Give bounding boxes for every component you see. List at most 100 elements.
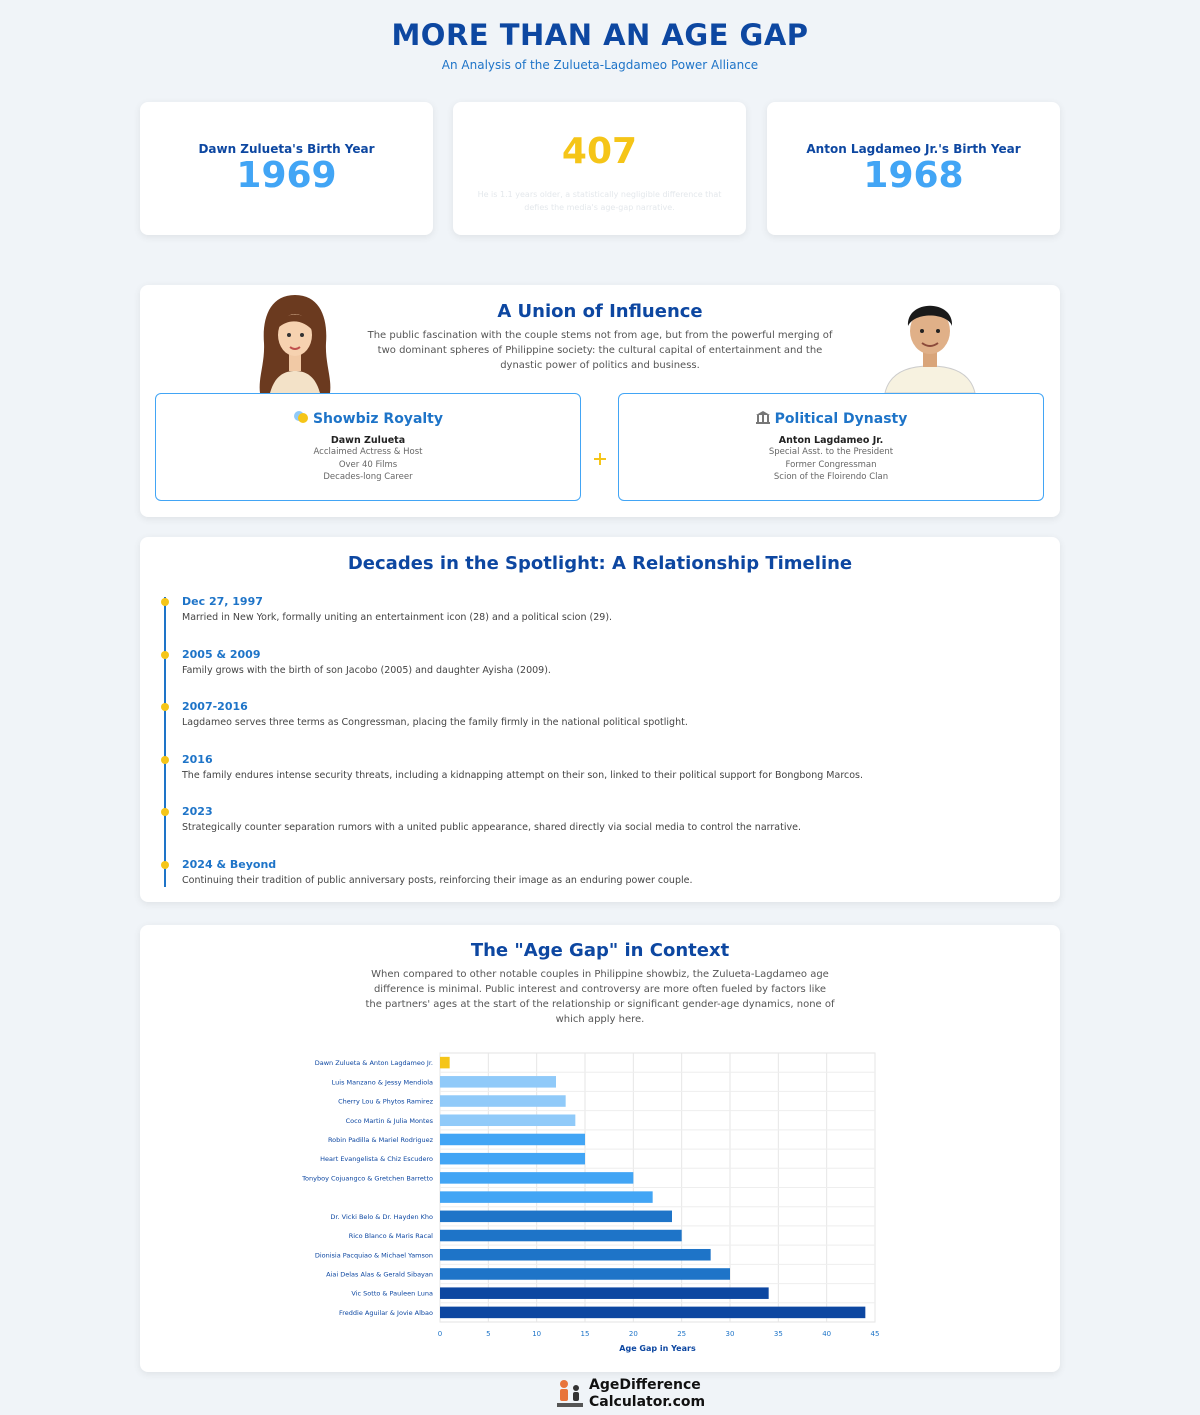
- event-text: The family endures intense security thre…: [182, 769, 864, 781]
- plus-sign: [594, 453, 606, 465]
- y-tick-label: Vic Sotto & Pauleen Luna: [351, 1290, 433, 1298]
- event-date: 2024 & Beyond: [182, 858, 277, 871]
- stat-label: Dawn Zulueta's Birth Year: [198, 142, 375, 156]
- role-card: Showbiz Royalty Dawn Zulueta Acclaimed A…: [155, 393, 581, 501]
- y-tick-label: Luis Manzano & Jessy Mendiola: [332, 1078, 433, 1086]
- y-tick-label: Robin Padilla & Mariel Rodriguez: [328, 1136, 434, 1144]
- logo-text: AgeDifference Calculator.com: [589, 1377, 705, 1411]
- x-tick-label: 10: [532, 1330, 541, 1338]
- bar: [440, 1133, 585, 1146]
- event-body: 2007-2016 Lagdameo serves three terms as …: [182, 700, 688, 728]
- event-text: Lagdameo serves three terms as Congressm…: [182, 717, 688, 729]
- union-header: A Union of Influence The public fascinat…: [360, 301, 840, 373]
- timeline-dot: [161, 650, 169, 659]
- context-header: The "Age Gap" in Context When compared t…: [365, 940, 835, 1027]
- timeline-dot: [161, 703, 169, 712]
- y-tick-label: Aiai Delas Alas & Gerald Sibayan: [326, 1270, 433, 1278]
- icon-building: [755, 411, 770, 424]
- event-body: 2024 & Beyond Continuing their tradition …: [182, 858, 692, 886]
- event-date: 2023: [182, 805, 213, 819]
- section-text: The public fascination with the couple s…: [367, 330, 833, 371]
- bar: [440, 1172, 634, 1184]
- timeline-dot: [161, 755, 169, 764]
- bar: [440, 1095, 566, 1107]
- event-body: 2023 Strategically counter separation rum…: [182, 805, 801, 833]
- role-card: Political Dynasty Anton Lagdameo Jr. Spe…: [618, 393, 1044, 501]
- x-tick-label: 20: [629, 1330, 638, 1338]
- role-line: Former Congressman: [785, 459, 877, 470]
- section-text: When compared to other notable couples i…: [365, 969, 835, 1025]
- event-text: Family grows with the birth of son Jacob…: [182, 664, 551, 676]
- event-date: Dec 27, 1997: [182, 595, 263, 608]
- role-name: Dawn Zulueta: [330, 435, 406, 446]
- role-line: Decades-long Career: [323, 472, 413, 482]
- timeline-dot: [161, 808, 169, 817]
- x-tick-label: 15: [581, 1330, 590, 1338]
- event-body: 2005 & 2009 Family grows with the birth o…: [182, 648, 551, 676]
- bar: [440, 1114, 576, 1127]
- section-title: The "Age Gap" in Context: [470, 940, 730, 961]
- event-text: Married in New York, formally uniting an…: [182, 612, 613, 623]
- bar: [440, 1191, 653, 1203]
- section-title: A Union of Influence: [497, 301, 703, 322]
- x-tick-label: 0: [438, 1330, 442, 1338]
- y-tick-label: Cherry Lou & Phytos Ramirez: [338, 1098, 433, 1106]
- footer-logo: AgeDifference Calculator.com: [555, 1377, 735, 1413]
- role-line: Over 40 Films: [338, 459, 398, 470]
- event-date: 2016: [182, 752, 213, 766]
- bar: [440, 1287, 769, 1299]
- union-card: A Union of Influence The public fascinat…: [140, 285, 1060, 517]
- y-tick-label: Rico Blanco & Maris Racal: [349, 1232, 433, 1240]
- context-card: The "Age Gap" in Context When compared t…: [140, 925, 1060, 1372]
- x-tick-label: 30: [726, 1330, 735, 1338]
- role-line: Scion of the Floirendo Clan: [773, 472, 889, 482]
- stat-value: 1969: [236, 155, 337, 196]
- event-date: 2007-2016: [182, 700, 248, 714]
- bar: [440, 1248, 711, 1261]
- icon-masks: [293, 411, 308, 423]
- logo-line: Calculator.com: [589, 1394, 706, 1410]
- avatar-man: [884, 305, 976, 393]
- stat-value: 407: [561, 131, 638, 172]
- stat-label: Anton Lagdameo Jr.'s Birth Year: [806, 142, 1021, 156]
- page-title: MORE THAN AN AGE GAP: [391, 18, 809, 52]
- bar: [440, 1229, 682, 1242]
- role-title-text: Political Dynasty: [774, 411, 908, 427]
- x-tick-label: 5: [486, 1330, 490, 1338]
- y-tick-label: Dionisia Pacquiao & Michael Yamson: [315, 1251, 433, 1259]
- stat-card: Anton Lagdameo Jr.'s Birth Year 1968: [767, 102, 1060, 235]
- y-tick-label: Coco Martin & Julia Montes: [346, 1117, 434, 1125]
- y-tick-label: Dr. Vicki Belo & Dr. Hayden Kho: [330, 1213, 433, 1221]
- timeline-line: [164, 597, 166, 887]
- event-date: 2005 & 2009: [182, 647, 261, 661]
- timeline-card: Decades in the Spotlight: A Relationship…: [140, 537, 1060, 902]
- role-line: Special Asst. to the President: [768, 447, 894, 457]
- bar: [440, 1152, 585, 1165]
- header: MORE THAN AN AGE GAP An Analysis of the …: [0, 18, 1200, 72]
- role-name: Anton Lagdameo Jr.: [778, 435, 884, 446]
- bar: [440, 1306, 866, 1319]
- x-tick-label: 45: [871, 1330, 880, 1338]
- timeline-dot: [161, 598, 169, 606]
- bar: [440, 1268, 730, 1280]
- stat-note: He is 1.1 years older, a statistically n…: [477, 189, 722, 212]
- x-tick-label: 40: [822, 1330, 831, 1338]
- y-tick-label: Freddie Aguilar & Jovie Albao: [339, 1309, 433, 1317]
- bar: [440, 1056, 450, 1069]
- logo-line: AgeDifference: [589, 1377, 701, 1393]
- event-text: Continuing their tradition of public ann…: [182, 875, 693, 886]
- bar: [440, 1076, 556, 1088]
- chart: 0 5 10 15 20 25 30 35 40 45 Dawn Zulueta & Anton L…: [301, 1052, 880, 1353]
- x-tick-label: 25: [677, 1330, 686, 1338]
- bar: [440, 1210, 672, 1223]
- logo-icon: [557, 1380, 583, 1407]
- event-text: Strategically counter separation rumors …: [182, 822, 801, 834]
- role-title: Political Dynasty: [619, 410, 1043, 427]
- stat-card: 407 He is 1.1 years older, a statistical…: [453, 102, 746, 235]
- role-title-text: Showbiz Royalty: [312, 411, 444, 427]
- stat-card: Dawn Zulueta's Birth Year 1969: [140, 102, 433, 235]
- x-axis-label: Age Gap in Years: [619, 1344, 696, 1353]
- y-tick-label: Tonyboy Cojuangco & Gretchen Barretto: [301, 1174, 433, 1182]
